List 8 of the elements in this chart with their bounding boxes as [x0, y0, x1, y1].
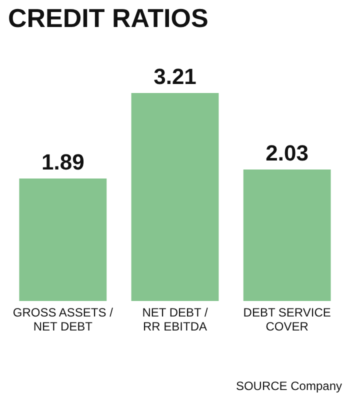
data-label: 3.21 [154, 64, 196, 89]
data-label: 2.03 [266, 140, 308, 166]
source-note: SOURCE Company [236, 379, 342, 393]
x-tick-label: DEBT SERVICE COVER [243, 306, 331, 334]
chart-title: CREDIT RATIOS [8, 3, 208, 33]
data-label: 1.89 [42, 150, 84, 175]
x-tick-label: NET DEBT / RR EBITDA [142, 306, 208, 334]
x-tick-label: GROSS ASSETS / NET DEBT [12, 306, 114, 334]
